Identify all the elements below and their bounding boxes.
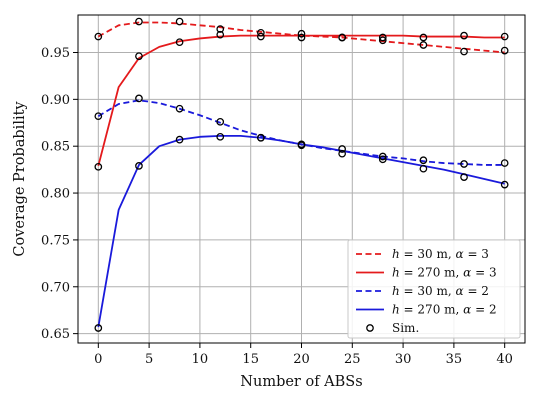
legend-label-part: h — [392, 303, 400, 317]
sim-marker — [460, 47, 468, 56]
x-tick-label: 5 — [145, 352, 153, 367]
legend-label-part: α — [456, 284, 464, 298]
legend-label: h = 30 m, α = 3 — [392, 247, 489, 261]
x-tick-label: 20 — [293, 352, 310, 367]
x-tick-label: 30 — [395, 352, 412, 367]
sim-marker — [257, 133, 265, 142]
series-line-2 — [97, 34, 505, 167]
legend-label-part: = 30 m, — [400, 247, 456, 261]
sim-marker — [297, 29, 306, 38]
sim-markers — [94, 17, 509, 332]
sim-marker — [135, 17, 143, 26]
series-layer — [97, 21, 505, 328]
x-tick-label: 0 — [94, 352, 102, 367]
sim-marker — [216, 25, 225, 33]
y-tick-label: 0.85 — [41, 140, 70, 155]
sim-marker — [500, 32, 509, 41]
y-tick-label: 0.90 — [41, 93, 70, 108]
legend: h = 30 m, α = 3h = 270 m, α = 3h = 30 m,… — [347, 239, 521, 339]
legend-label-part: h — [392, 266, 400, 280]
legend-label-part: = 270 m, — [400, 266, 463, 280]
sim-marker — [297, 33, 306, 42]
legend-sim-label: Sim. — [392, 321, 419, 335]
x-tick-label: 10 — [192, 352, 209, 367]
legend-label-part: = 30 m, — [400, 284, 456, 298]
x-tick-label: 25 — [344, 352, 361, 367]
y-tick-label: 0.80 — [41, 187, 70, 202]
grid — [78, 15, 525, 343]
sim-marker — [500, 180, 509, 189]
legend-label-part: = 2 — [471, 303, 496, 317]
sim-marker — [378, 33, 387, 42]
x-tick-label: 35 — [446, 352, 463, 367]
y-tick-label: 0.95 — [41, 46, 70, 61]
sim-marker — [419, 33, 428, 42]
sim-marker — [500, 46, 509, 55]
y-tick-label: 0.65 — [41, 327, 70, 342]
x-axis-label: Number of ABSs — [240, 374, 362, 390]
y-axis-ticks: 0.65 0.70 0.75 0.80 0.85 0.90 0.95 — [41, 46, 78, 342]
legend-label: h = 270 m, α = 3 — [392, 266, 497, 280]
sim-marker — [338, 145, 346, 153]
sim-marker — [460, 160, 468, 168]
series-line-1 — [97, 21, 505, 54]
sim-marker — [338, 33, 346, 42]
sim-marker — [460, 173, 468, 181]
x-tick-label: 15 — [242, 352, 259, 367]
legend-label-part: = 270 m, — [400, 303, 463, 317]
legend-label: h = 30 m, α = 2 — [392, 284, 489, 298]
sim-marker — [135, 52, 143, 61]
sim-marker — [94, 112, 103, 121]
y-tick-label: 0.70 — [41, 280, 70, 295]
sim-marker — [216, 117, 225, 126]
sim-marker — [175, 38, 184, 47]
sim-marker — [460, 31, 468, 40]
sim-marker — [419, 156, 428, 165]
sim-marker — [338, 149, 346, 158]
legend-box — [347, 239, 521, 339]
sim-marker — [257, 28, 265, 37]
legend-label-part: α — [463, 303, 471, 317]
legend-label-part: h — [392, 247, 400, 261]
sim-marker — [419, 41, 428, 49]
x-tick-label: 40 — [496, 352, 513, 367]
sim-marker — [216, 132, 225, 141]
y-axis-label: Coverage Probability — [12, 101, 28, 257]
sim-marker — [175, 104, 184, 113]
legend-sim-marker — [366, 324, 374, 332]
x-axis-ticks: 0 5 10 15 20 25 30 35 40 — [94, 343, 513, 367]
legend-label-part: α — [456, 247, 464, 261]
legend-label-part: α — [463, 266, 471, 280]
legend-label-part: = 2 — [464, 284, 489, 298]
legend-label-part: h — [392, 284, 400, 298]
sim-marker — [94, 324, 103, 332]
sim-marker — [135, 162, 143, 170]
sim-marker — [500, 159, 509, 167]
legend-label: h = 270 m, α = 2 — [392, 303, 497, 317]
sim-marker — [94, 162, 103, 171]
sim-marker — [378, 155, 387, 164]
y-tick-label: 0.75 — [41, 233, 70, 248]
sim-marker — [175, 17, 184, 26]
legend-label-part: = 3 — [464, 247, 489, 261]
sim-marker — [378, 36, 387, 45]
series-line-4 — [97, 134, 505, 328]
sim-marker — [216, 30, 225, 39]
sim-marker — [94, 32, 103, 41]
sim-marker — [419, 164, 428, 173]
sim-marker — [297, 141, 306, 150]
sim-marker — [135, 94, 143, 103]
legend-label-part: = 3 — [471, 266, 496, 280]
sim-marker — [257, 32, 265, 41]
sim-marker — [378, 152, 387, 161]
sim-marker — [175, 135, 184, 144]
